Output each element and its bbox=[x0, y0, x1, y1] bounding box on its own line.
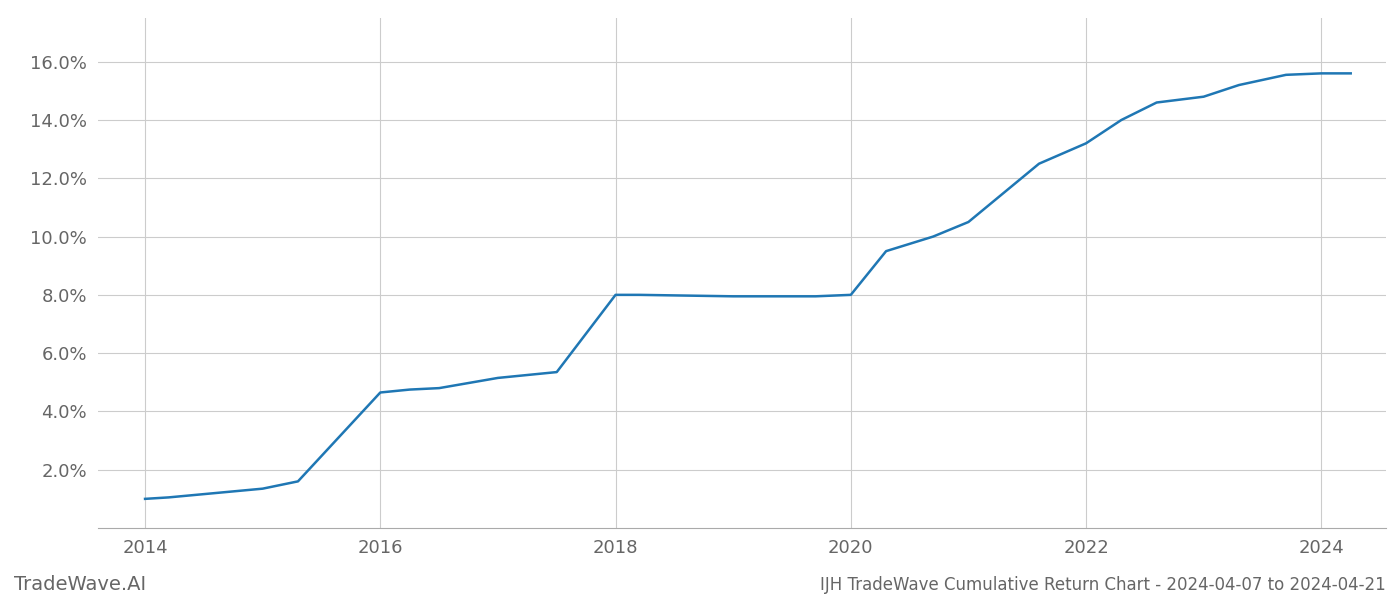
Text: TradeWave.AI: TradeWave.AI bbox=[14, 575, 146, 594]
Text: IJH TradeWave Cumulative Return Chart - 2024-04-07 to 2024-04-21: IJH TradeWave Cumulative Return Chart - … bbox=[820, 576, 1386, 594]
